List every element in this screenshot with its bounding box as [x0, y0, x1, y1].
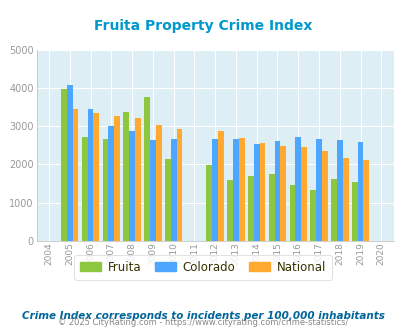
Bar	[238, 138, 244, 241]
Bar	[206, 165, 212, 241]
Bar	[144, 97, 149, 241]
Bar	[294, 137, 301, 241]
Bar	[330, 179, 336, 241]
Bar	[362, 160, 369, 241]
Bar	[309, 190, 315, 241]
Bar	[351, 182, 357, 241]
Bar	[108, 126, 114, 241]
Bar	[357, 142, 362, 241]
Text: © 2025 CityRating.com - https://www.cityrating.com/crime-statistics/: © 2025 CityRating.com - https://www.city…	[58, 318, 347, 327]
Bar	[61, 88, 67, 241]
Bar	[280, 146, 286, 241]
Legend: Fruita, Colorado, National: Fruita, Colorado, National	[74, 255, 331, 280]
Bar	[123, 112, 129, 241]
Bar	[176, 129, 182, 241]
Bar	[72, 109, 78, 241]
Bar	[336, 140, 342, 241]
Bar	[129, 131, 135, 241]
Bar	[87, 109, 93, 241]
Bar	[149, 140, 156, 241]
Bar	[135, 118, 141, 241]
Bar	[301, 148, 306, 241]
Bar	[315, 139, 321, 241]
Bar	[289, 185, 294, 241]
Text: Crime Index corresponds to incidents per 100,000 inhabitants: Crime Index corresponds to incidents per…	[21, 311, 384, 321]
Bar	[342, 158, 347, 241]
Bar	[114, 116, 120, 241]
Bar	[212, 140, 217, 241]
Bar	[156, 124, 161, 241]
Bar	[217, 131, 223, 241]
Bar	[164, 159, 171, 241]
Bar	[82, 137, 87, 241]
Bar	[171, 140, 176, 241]
Bar	[102, 140, 108, 241]
Bar	[321, 150, 327, 241]
Bar	[253, 144, 259, 241]
Bar	[67, 85, 72, 241]
Text: Fruita Property Crime Index: Fruita Property Crime Index	[94, 19, 311, 33]
Bar	[227, 181, 232, 241]
Bar	[232, 139, 238, 241]
Bar	[259, 143, 265, 241]
Bar	[93, 113, 99, 241]
Bar	[268, 174, 274, 241]
Bar	[274, 141, 280, 241]
Bar	[247, 176, 253, 241]
